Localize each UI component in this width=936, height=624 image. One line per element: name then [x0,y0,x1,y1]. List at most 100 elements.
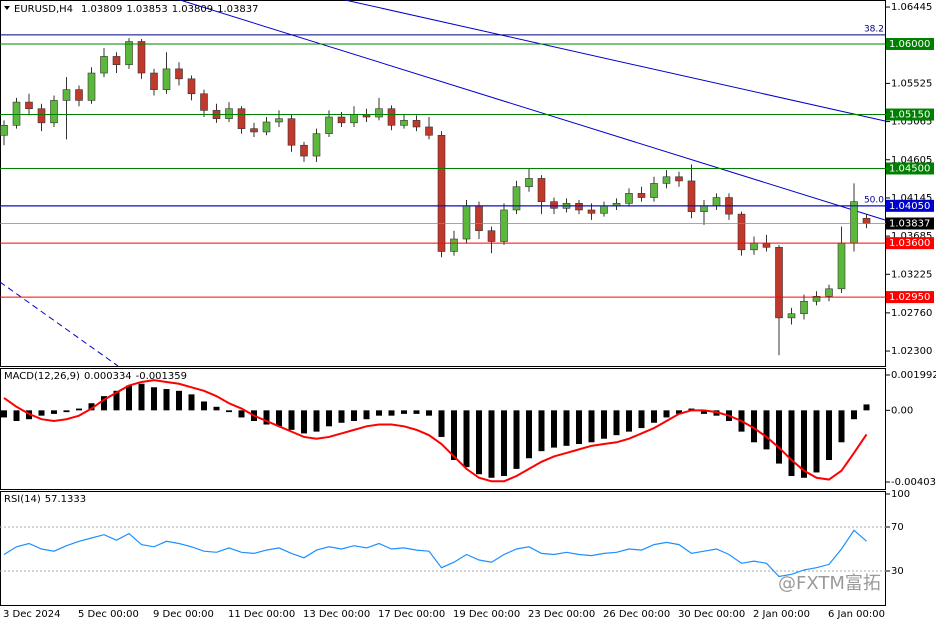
y-tick-label: 1.02300 [891,346,932,357]
candle-body [700,205,708,212]
candle-body [137,41,146,74]
macd-bar [213,406,220,411]
candle-body [637,193,646,198]
y-tick-label: 1.03225 [891,269,932,280]
x-tick-label: 5 Dec 00:00 [78,609,139,620]
y-tick-label: 1.05525 [891,78,932,89]
candle-body [175,68,183,80]
macd-bar [638,410,645,429]
level-tag [886,37,934,50]
macd-bar [13,410,20,421]
rsi-line [3,529,867,578]
x-tick-label: 11 Dec 00:00 [228,609,295,620]
macd-bar [826,410,832,461]
candle-body [575,203,583,211]
x-tick-label: 17 Dec 00:00 [378,609,445,620]
y-tick-label: 1.04145 [891,193,932,204]
macd-bar [376,410,382,416]
indicator-value: 57.1333 [45,494,86,505]
macd-bar [101,396,107,411]
candle-body [412,120,421,128]
macd-bar [338,410,345,423]
macd-bar [263,410,270,425]
indicator-header: RSI(14) 57.1333 [4,494,86,505]
macd-bar [601,410,607,439]
macd-bar [38,410,45,416]
macd-bar [151,387,157,411]
candle-body [587,209,596,214]
price-panel [0,0,886,367]
candle-body [450,238,458,252]
y-tick-label: 0.001992 [891,370,936,381]
candle-body [662,176,671,184]
macd-bar [788,410,795,476]
last-bar-value: 1.03809 [172,4,213,15]
candle-body [475,205,483,232]
y-tick-label: -0.004039 [891,477,936,488]
macd-bar [776,410,782,464]
candle-body [537,178,546,202]
x-tick-label: 30 Dec 00:00 [678,609,745,620]
candle-body [312,133,321,157]
indicator-value: 0.000334 [84,371,132,382]
candle-body [375,108,383,118]
candle-body [150,72,158,90]
candle-body [425,126,433,136]
macd-bar [313,410,320,432]
candle-body [762,242,771,248]
candle-body [112,56,121,66]
macd-bar [863,404,870,411]
candle-body [12,101,21,126]
candle-body [437,134,446,252]
candle-body [87,72,96,101]
symbol: EURUSD,H4 [14,4,73,15]
x-tick-label: 2 Jan 00:00 [753,609,810,620]
candle-body [787,313,796,319]
macd-bar [138,383,145,411]
candle-body [387,108,396,126]
macd-bar [226,410,232,413]
candle-body [862,217,871,224]
macd-bar [276,410,282,427]
candle-body [250,128,258,133]
y-tick-label: 1.06445 [891,2,932,13]
x-tick-label: 19 Dec 00:00 [453,609,520,620]
candle-body [187,78,196,95]
menu-arrow [4,6,10,10]
y-tick-label: 0.00 [891,405,913,416]
level-label: 1.02950 [889,292,930,303]
candle-body [237,108,246,129]
candle-body [800,300,808,315]
current-price-label: 1.03837 [889,219,930,230]
x-tick-label: 3 Dec 2024 [3,609,61,620]
x-tick-label: 9 Dec 00:00 [153,609,214,620]
candle-body [850,201,858,244]
candle-body [337,116,346,124]
macd-bar [563,410,570,446]
candle-body [275,118,283,123]
candle-body [200,93,208,111]
candle-body [350,114,358,124]
candle-body [500,209,508,242]
macd-bar [801,410,807,478]
trend-line [179,0,886,221]
candle-body [462,205,471,240]
macd-bar [51,410,57,414]
y-tick-label: 30 [891,566,904,577]
candle-body [775,247,783,319]
candle-body [825,288,833,297]
level-tag [886,162,934,175]
macd-bar [813,410,820,473]
indicator-value: -0.001359 [136,371,187,382]
level-label: 1.03600 [889,238,930,249]
macd-bar [1,410,7,418]
macd-bar [188,394,195,411]
x-tick-label: 23 Dec 00:00 [528,609,595,620]
macd-bar [538,410,545,452]
fib-label: 50.0 [864,195,884,205]
macd-bar [238,410,245,418]
macd-bar [701,410,707,414]
last-bar-value: 1.03809 [81,4,122,15]
macd-bar [526,410,532,459]
macd-bar [838,410,845,443]
